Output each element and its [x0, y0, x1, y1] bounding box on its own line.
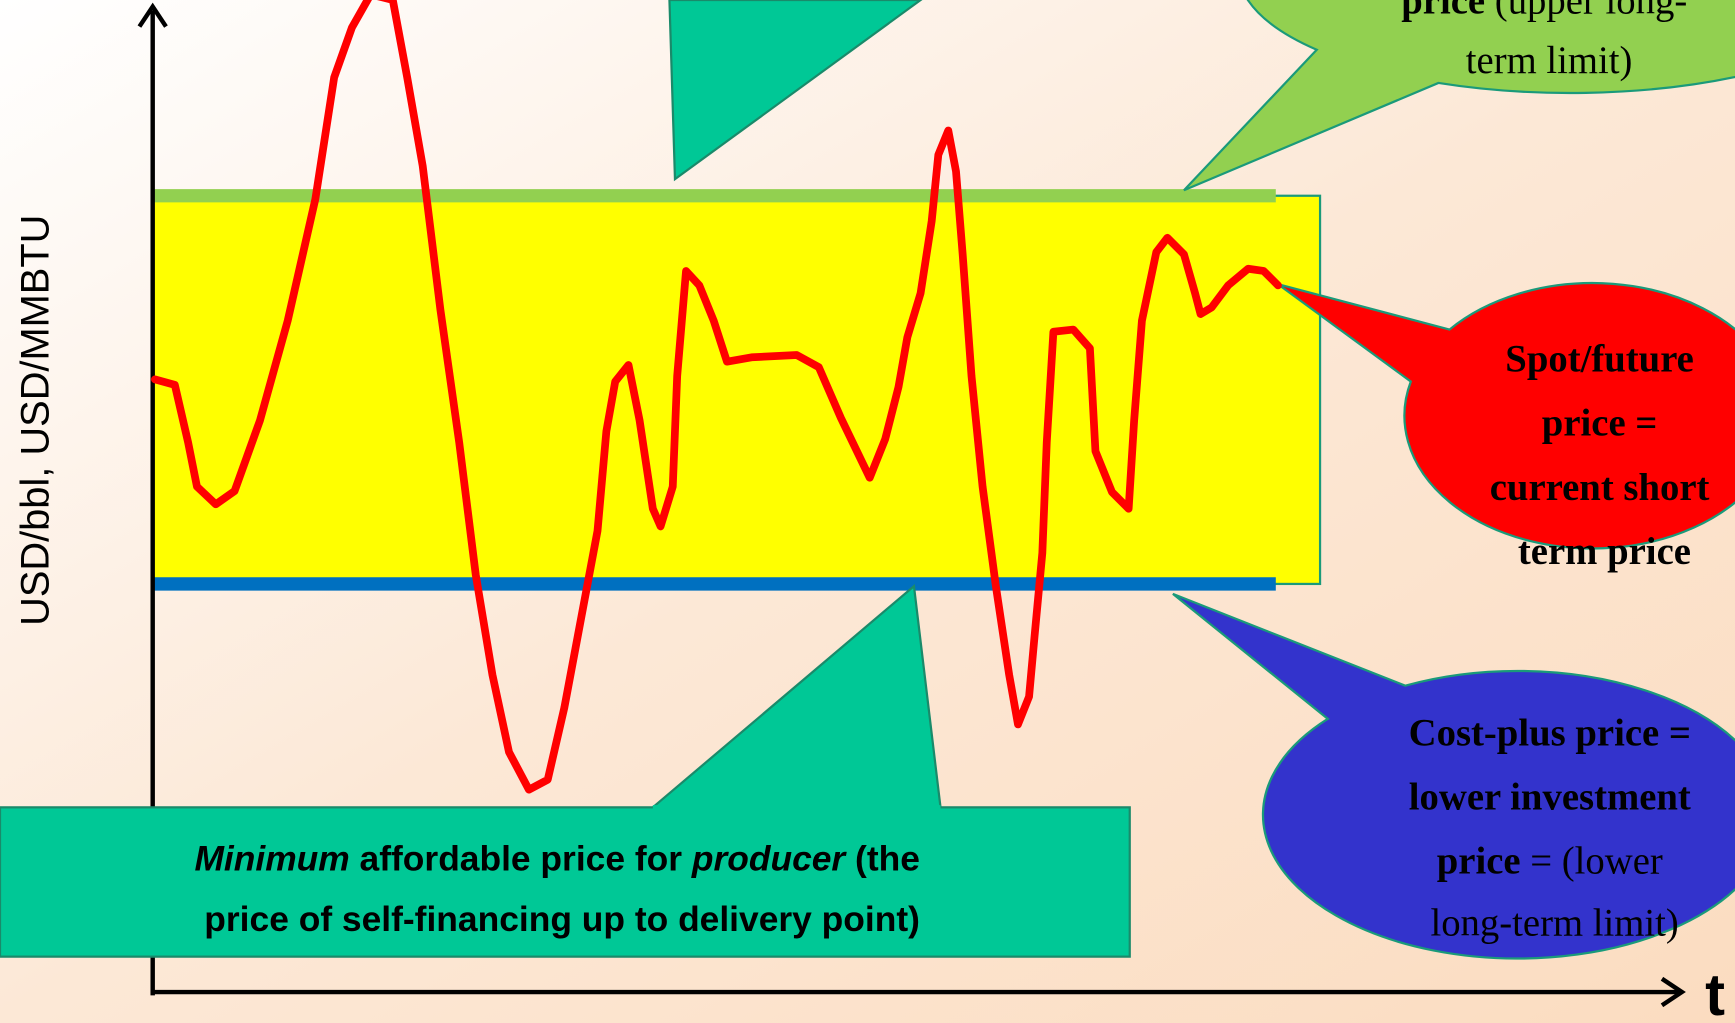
x-arrow	[1660, 976, 1686, 1008]
cost-callout-text: Cost-plus price = lower investment price…	[1409, 712, 1701, 944]
text: price of self-financing up to delivery p…	[204, 900, 920, 939]
spot-callout	[1277, 281, 1735, 550]
minimum-box	[0, 806, 1131, 958]
text: Cost-plus price =	[1409, 712, 1691, 754]
text: (the	[845, 839, 920, 878]
cost-callout	[1172, 592, 1735, 960]
top-callout	[668, 0, 923, 182]
spot-callout-text: Spot/future price = current short term p…	[1490, 339, 1719, 573]
text: current short	[1490, 467, 1710, 509]
text: affordable price for	[350, 839, 692, 878]
upper-callout-text: price (upper long- term limit)	[1401, 0, 1697, 82]
y-label: USD/bbl, USD/MMBTU	[14, 215, 58, 626]
text: term price	[1518, 531, 1691, 573]
text: Minimum	[194, 839, 349, 878]
text: term limit)	[1466, 40, 1633, 82]
text: (upper long-	[1485, 0, 1687, 22]
text: = (lower	[1521, 841, 1663, 883]
upper-callout	[1183, 0, 1735, 192]
text: price	[1437, 841, 1521, 883]
text: Spot/future	[1505, 339, 1694, 381]
text: price =	[1542, 403, 1658, 445]
y-arrow	[137, 2, 168, 28]
text: lower investment	[1409, 777, 1691, 819]
text: producer	[691, 839, 848, 878]
text: long-term limit)	[1430, 903, 1678, 945]
x-label: t	[1705, 961, 1725, 1023]
text: price	[1401, 0, 1485, 22]
price-band	[151, 194, 1322, 586]
price-curve	[151, 0, 1282, 794]
minimum-text: Minimum affordable price for producer (t…	[194, 839, 929, 939]
